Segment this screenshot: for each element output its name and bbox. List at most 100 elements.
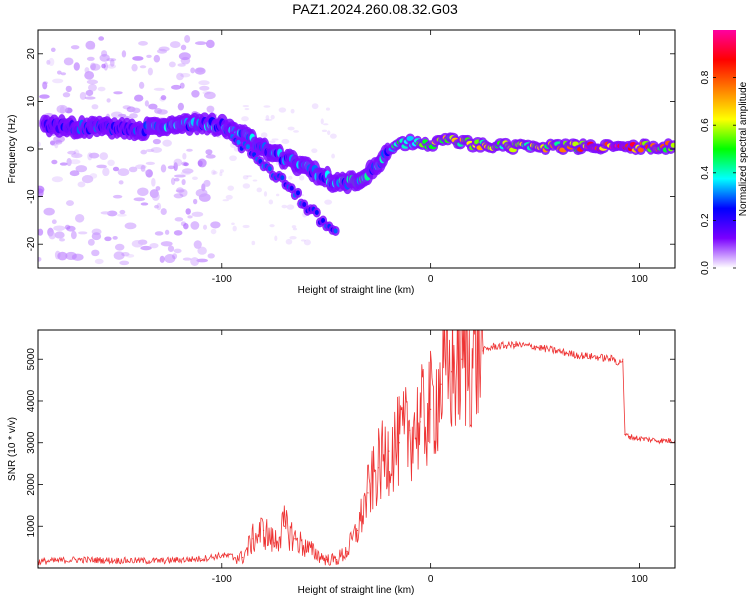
heatmap-noise-blob bbox=[167, 165, 175, 170]
snr-data-point bbox=[294, 538, 296, 540]
heatmap-noise-blob bbox=[287, 175, 293, 180]
heatmap-noise-blob bbox=[121, 50, 127, 58]
heatmap-noise-blob bbox=[43, 207, 55, 216]
snr-data-point bbox=[461, 358, 463, 360]
heatmap-noise-blob bbox=[51, 159, 58, 165]
heatmap-y-ticks: 20 10 0 -10 -20 bbox=[26, 48, 675, 251]
heatmap-noise-blob bbox=[38, 256, 42, 262]
heatmap-noise-blob bbox=[293, 130, 299, 133]
colorbar: 0.0 0.2 0.4 0.6 0.8 Normalized spectral ampl… bbox=[700, 30, 749, 275]
snr-data-point bbox=[638, 437, 641, 440]
heatmap-noise-blob bbox=[191, 89, 200, 98]
heatmap-noise-blob bbox=[210, 221, 221, 229]
heatmap-noise-blob bbox=[38, 141, 41, 147]
heatmap-noise-blob bbox=[59, 105, 65, 115]
heatmap-branch-core bbox=[321, 218, 326, 224]
heatmap-noise-blob bbox=[181, 178, 186, 186]
heatmap-noise-blob bbox=[269, 224, 275, 228]
heatmap-noise-blob bbox=[112, 235, 118, 240]
snr-data-point bbox=[252, 538, 254, 540]
heatmap-noise-blob bbox=[164, 229, 170, 235]
snr-data-point bbox=[624, 433, 626, 435]
heatmap-noise-blob bbox=[160, 164, 167, 173]
heatmap-noise-blob bbox=[252, 179, 258, 182]
heatmap-y-tick-label: 20 bbox=[26, 48, 37, 60]
heatmap-ridge-core bbox=[637, 147, 644, 153]
heatmap-y-tick-label: -10 bbox=[26, 189, 37, 204]
heatmap-noise-blob bbox=[131, 107, 141, 114]
heatmap-noise-blob bbox=[231, 222, 235, 226]
heatmap-branch-core bbox=[267, 166, 272, 172]
heatmap-noise-blob bbox=[172, 253, 178, 260]
heatmap-noise-blob bbox=[54, 231, 65, 239]
heatmap-noise-blob bbox=[160, 95, 167, 101]
heatmap-noise-blob bbox=[242, 224, 250, 229]
heatmap-noise-blob bbox=[182, 152, 187, 160]
snr-data-point bbox=[242, 556, 244, 559]
heatmap-noise-blob bbox=[57, 251, 68, 261]
heatmap-noise-blob bbox=[59, 238, 66, 242]
heatmap-noise-blob bbox=[48, 57, 55, 67]
heatmap-noise-blob bbox=[162, 139, 172, 147]
heatmap-noise-blob bbox=[54, 139, 59, 149]
heatmap-noise-blob bbox=[91, 249, 100, 257]
heatmap-noise-blob bbox=[146, 54, 152, 58]
heatmap-noise-blob bbox=[131, 239, 144, 248]
heatmap-noise-blob bbox=[73, 62, 80, 71]
heatmap-noise-blob bbox=[152, 138, 161, 145]
heatmap-noise-blob bbox=[153, 54, 161, 63]
heatmap-noise-blob bbox=[185, 208, 191, 215]
snr-y-tick-label: 2000 bbox=[26, 473, 37, 496]
heatmap-noise-blob bbox=[144, 170, 149, 174]
heatmap-noise-blob bbox=[207, 253, 215, 259]
snr-data-point bbox=[336, 559, 338, 561]
heatmap-noise-blob bbox=[59, 162, 68, 166]
heatmap-branch-core bbox=[302, 202, 307, 208]
heatmap-noise-blob bbox=[263, 191, 268, 197]
heatmap-noise-blob bbox=[71, 153, 83, 159]
snr-data-point bbox=[346, 550, 348, 552]
heatmap-noise-blob bbox=[265, 114, 270, 121]
heatmap-noise-blob bbox=[246, 175, 253, 178]
heatmap-noise-blob bbox=[100, 50, 108, 57]
snr-data-point bbox=[315, 552, 317, 554]
heatmap-noise-blob bbox=[109, 59, 115, 67]
heatmap-noise-blob bbox=[274, 235, 278, 242]
heatmap-noise-blob bbox=[46, 59, 51, 65]
heatmap-noise-blob bbox=[160, 208, 167, 215]
heatmap-noise-blob bbox=[159, 255, 165, 263]
heatmap-noise-blob bbox=[222, 199, 230, 202]
heatmap-noise-blob bbox=[291, 225, 297, 229]
heatmap-noise-blob bbox=[290, 108, 295, 114]
heatmap-noise-blob bbox=[155, 186, 161, 191]
heatmap-ridge-core bbox=[406, 136, 414, 142]
heatmap-noise-blob bbox=[117, 113, 127, 118]
heatmap-x-tick-label: -100 bbox=[212, 274, 232, 285]
heatmap-noise-blob bbox=[169, 41, 181, 48]
heatmap-noise-blob bbox=[70, 45, 80, 50]
snr-data-point bbox=[471, 354, 474, 356]
heatmap-noise-blob bbox=[63, 57, 74, 66]
heatmap-noise-blob bbox=[190, 67, 196, 74]
heatmap-noise-blob bbox=[106, 210, 118, 217]
heatmap-branch-core bbox=[333, 228, 338, 234]
snr-data-point bbox=[221, 554, 223, 557]
heatmap-noise-blob bbox=[329, 133, 337, 139]
colorbar-gradient bbox=[713, 30, 736, 268]
snr-plot-border bbox=[37, 329, 676, 569]
heatmap-y-axis-label: Frequency (Hz) bbox=[7, 115, 18, 184]
heatmap-noise-blob bbox=[191, 211, 204, 217]
heatmap-branch-core bbox=[280, 175, 285, 181]
heatmap-noise-blob bbox=[160, 241, 173, 247]
heatmap-noise-blob bbox=[190, 257, 200, 266]
heatmap-noise-blob bbox=[75, 165, 88, 173]
heatmap-noise-blob bbox=[112, 166, 120, 172]
heatmap-noise-blob bbox=[173, 230, 183, 236]
heatmap-noise-blob bbox=[278, 107, 287, 113]
heatmap-noise-blob bbox=[320, 118, 324, 125]
heatmap-noise-blob bbox=[268, 199, 274, 205]
heatmap-x-axis-label: Height of straight line (km) bbox=[298, 285, 415, 296]
heatmap-noise-blob bbox=[90, 62, 96, 71]
heatmap-noise-blob bbox=[84, 67, 90, 74]
